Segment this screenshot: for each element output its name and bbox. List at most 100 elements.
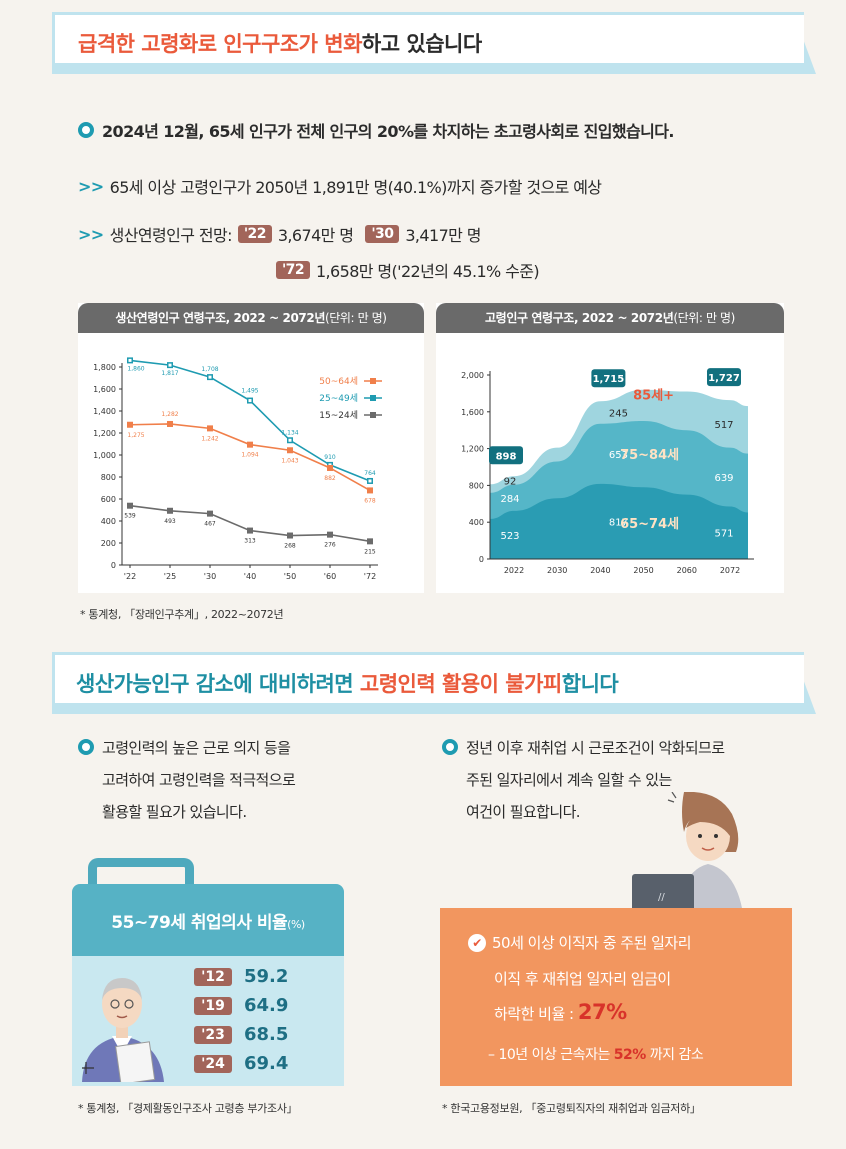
- employment-intent-title: 55~79세 취업의사 비율(%): [72, 908, 344, 933]
- laptop-mark: //: [658, 892, 665, 903]
- employment-value: 59.2: [244, 966, 289, 987]
- ring-bullet-icon: [78, 739, 94, 755]
- title-part3: 하고 있습니다: [361, 32, 482, 56]
- data-label: 1,094: [241, 452, 258, 459]
- x-tick-label: 2072: [720, 566, 740, 575]
- source-note-3: * 한국고용정보원, 「중고령퇴직자의 재취업과 임금저하」: [442, 1102, 701, 1115]
- data-label: 910: [324, 454, 336, 461]
- data-label: 882: [324, 475, 336, 482]
- wage-line-3: 하락한 비율 : 27%: [494, 1000, 627, 1024]
- series-name-label: 65~74세: [620, 517, 679, 532]
- briefcase-handle: [88, 858, 194, 896]
- wage-line-3-text: 하락한 비율 :: [494, 1005, 578, 1023]
- x-tick-label: '50: [284, 572, 296, 581]
- area-value-label: 284: [500, 494, 519, 505]
- data-label: 467: [204, 521, 216, 528]
- data-point: [127, 502, 133, 509]
- y-tick-label: 800: [469, 481, 484, 490]
- data-label: 678: [364, 497, 376, 504]
- y-tick-label: 600: [101, 495, 116, 504]
- x-tick-label: '25: [164, 572, 176, 581]
- right-line-3: 여건이 필요합니다.: [466, 803, 581, 821]
- area-value-label: 92: [504, 477, 517, 488]
- banner-face: [52, 652, 804, 706]
- source-note-1: * 통계청, 「장래인구추계」, 2022~2072년: [80, 608, 284, 621]
- banner-face: [52, 12, 804, 66]
- y-tick-label: 1,200: [461, 445, 484, 454]
- year-tag: '72: [276, 261, 310, 279]
- data-label: 268: [284, 543, 296, 550]
- data-point: [367, 538, 373, 545]
- chart-right-unit: (단위: 만 명): [673, 311, 735, 325]
- title2-part3: 합니다: [561, 672, 619, 696]
- data-point: [327, 531, 333, 538]
- area-value-label: 245: [609, 408, 628, 419]
- wage-note-prefix: – 10년 이상 근속자는: [488, 1047, 614, 1063]
- employment-row: '23 68.5: [194, 1024, 288, 1045]
- data-point-inner: [288, 438, 292, 442]
- chart-left-unit: (단위: 만 명): [324, 311, 387, 325]
- data-point-inner: [248, 399, 252, 403]
- data-point-inner: [208, 375, 212, 379]
- legend-marker: [370, 412, 376, 418]
- title2-part1: 생산가능인구 감소에 대비하려면: [76, 672, 360, 696]
- data-point: [207, 425, 213, 432]
- x-tick-label: 2022: [504, 566, 524, 575]
- employment-title: 55~79세 취업의사 비율: [111, 913, 288, 933]
- data-point: [167, 420, 173, 427]
- data-point: [287, 447, 293, 454]
- x-tick-label: 2060: [677, 566, 697, 575]
- lead-statement: 2024년 12월, 65세 인구가 전체 인구의 20%를 차지하는 초고령사…: [78, 118, 674, 142]
- title-part1: 급격한 고령화로 인구구조가: [78, 32, 325, 56]
- y-tick-label: 2,000: [461, 371, 484, 380]
- legend-marker: [370, 395, 376, 401]
- data-label: 764: [364, 470, 376, 477]
- total-label: 898: [496, 451, 517, 462]
- legend-marker: [370, 378, 376, 384]
- data-label: 493: [164, 518, 176, 525]
- total-badge: [707, 368, 741, 387]
- data-point: [127, 421, 133, 428]
- right-line-1: 정년 이후 재취업 시 근로조건이 악화되므로: [442, 732, 725, 764]
- section2-banner: 생산가능인구 감소에 대비하려면 고령인력 활용이 불가피합니다: [52, 652, 816, 714]
- right-column-text: 정년 이후 재취업 시 근로조건이 악화되므로 주된 일자리에서 계속 일할 수…: [442, 732, 725, 828]
- x-tick-label: 2030: [547, 566, 567, 575]
- data-label: 1,275: [127, 432, 144, 439]
- check-icon: ✔: [468, 934, 486, 952]
- y-tick-label: 1,400: [93, 407, 116, 416]
- data-label: 539: [124, 513, 136, 520]
- employment-year: '19: [194, 996, 232, 1015]
- employment-value: 69.4: [244, 1053, 289, 1074]
- left-line-1-text: 고령인력의 높은 근로 의지 등을: [102, 739, 291, 757]
- chart-left-header: 생산연령인구 연령구조, 2022 ~ 2072년(단위: 만 명): [78, 303, 424, 333]
- bullet2-value1: 3,674만 명: [277, 226, 354, 245]
- area-value-label: 653: [609, 450, 628, 461]
- working-age-line-chart: 0 200 400 600 800 1,000 1,200 1,400 1,600 1,800 '2…: [93, 357, 382, 581]
- ring-bullet-icon: [78, 122, 94, 138]
- double-chevron-icon: >>: [78, 224, 104, 244]
- employment-value: 68.5: [244, 1024, 289, 1045]
- woman-laptop-illustration: //: [628, 792, 742, 914]
- lead-text: 2024년 12월, 65세 인구가 전체 인구의 20%를 차지하는 초고령사…: [102, 122, 674, 141]
- total-badge: [489, 446, 523, 465]
- data-point: [287, 532, 293, 539]
- bullet-working-age-forecast-2: '72 1,658만 명('22년의 45.1% 수준): [270, 258, 540, 282]
- bullet2-label: 생산연령인구 전망:: [109, 226, 233, 245]
- employment-row: '24 69.4: [194, 1053, 288, 1074]
- area-value-label: 817: [609, 517, 628, 528]
- total-badge: [591, 369, 626, 388]
- y-tick-label: 1,600: [461, 408, 484, 417]
- data-label: 1,282: [161, 411, 178, 418]
- chart-right-header: 고령인구 연령구조, 2022 ~ 2072년(단위: 만 명): [436, 303, 784, 333]
- legend-label: 25~49세: [319, 393, 358, 404]
- chart-right-title: 고령인구 연령구조, 2022 ~ 2072년: [485, 311, 674, 325]
- x-tick-label: '72: [364, 572, 376, 581]
- data-point-inner: [128, 358, 132, 362]
- left-column-text: 고령인력의 높은 근로 의지 등을 고려하여 고령인력을 적극적으로 활용할 필…: [78, 732, 296, 828]
- double-chevron-icon: >>: [78, 176, 104, 196]
- y-tick-label: 1,600: [93, 385, 116, 394]
- right-line-1-text: 정년 이후 재취업 시 근로조건이 악화되므로: [466, 739, 725, 757]
- employment-year: '24: [194, 1054, 232, 1073]
- data-label: 1,860: [127, 365, 144, 372]
- x-tick-label: '60: [324, 572, 336, 581]
